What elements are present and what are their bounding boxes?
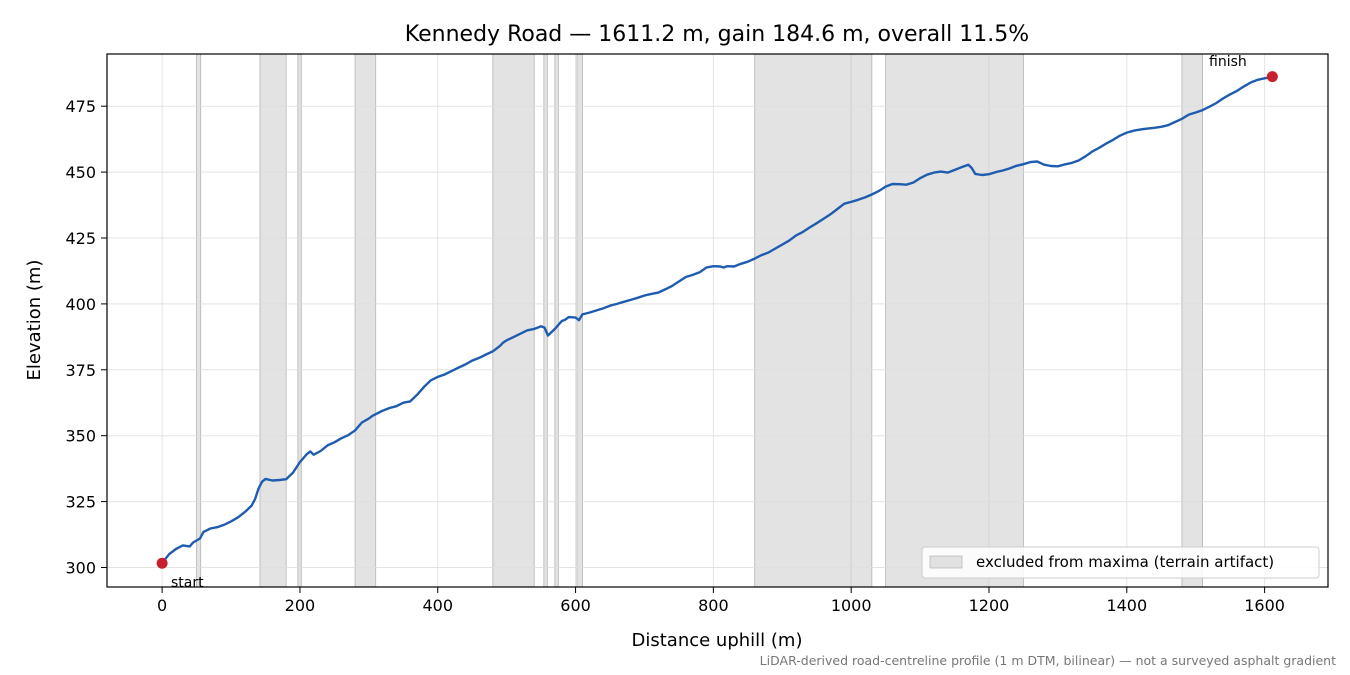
excluded-band-5: [543, 53, 548, 588]
y-tick-label: 425: [65, 229, 96, 248]
x-tick-label: 0: [157, 596, 167, 615]
x-tick-label: 600: [560, 596, 591, 615]
series-layer: [156, 71, 1278, 569]
legend-entry-excluded: excluded from maxima (terrain artifact): [976, 553, 1274, 571]
axis-ticks: 0 200 400 600 800 1000 1200 1400 1600 300 325 350 37…: [65, 97, 1285, 615]
excluded-band-1: [259, 53, 287, 588]
legend-swatch: [929, 555, 963, 569]
x-tick-label: 200: [285, 596, 316, 615]
x-tick-label: 1200: [969, 596, 1010, 615]
excluded-bands: [196, 53, 1203, 588]
y-tick-label: 300: [65, 558, 96, 577]
chart-title: Kennedy Road — 1611.2 m, gain 184.6 m, o…: [405, 22, 1029, 47]
excluded-band-4: [492, 53, 535, 588]
excluded-band-9: [885, 53, 1024, 588]
elevation-line: [160, 75, 1274, 565]
y-tick-label: 400: [65, 295, 96, 314]
y-tick-label: 450: [65, 163, 96, 182]
x-tick-label: 400: [422, 596, 453, 615]
y-tick-label: 350: [65, 427, 96, 446]
legend: excluded from maxima (terrain artifact): [921, 546, 1320, 579]
y-tick-label: 325: [65, 493, 96, 512]
footnote: LiDAR-derived road-centreline profile (1…: [760, 653, 1336, 668]
x-tick-label: 1000: [831, 596, 872, 615]
excluded-band-6: [554, 53, 559, 588]
y-axis-label: Elevation (m): [24, 260, 45, 381]
x-tick-label: 1600: [1244, 596, 1285, 615]
excluded-band-10: [1181, 53, 1203, 588]
y-tick-label: 475: [65, 97, 96, 116]
legend-box: [921, 546, 1320, 579]
excluded-band-8: [754, 53, 873, 588]
x-tick-label: 1400: [1106, 596, 1147, 615]
x-axis-label: Distance uphill (m): [632, 630, 803, 651]
start-annotation: start: [171, 575, 204, 591]
excluded-band-0: [196, 53, 202, 588]
grid: [107, 54, 1328, 587]
excluded-band-3: [354, 53, 377, 588]
x-tick-label: 800: [698, 596, 729, 615]
start-marker: [156, 557, 168, 569]
finish-annotation: finish: [1209, 54, 1247, 70]
finish-marker: [1266, 71, 1278, 83]
plot-frame: [106, 53, 1329, 588]
y-tick-label: 375: [65, 361, 96, 380]
